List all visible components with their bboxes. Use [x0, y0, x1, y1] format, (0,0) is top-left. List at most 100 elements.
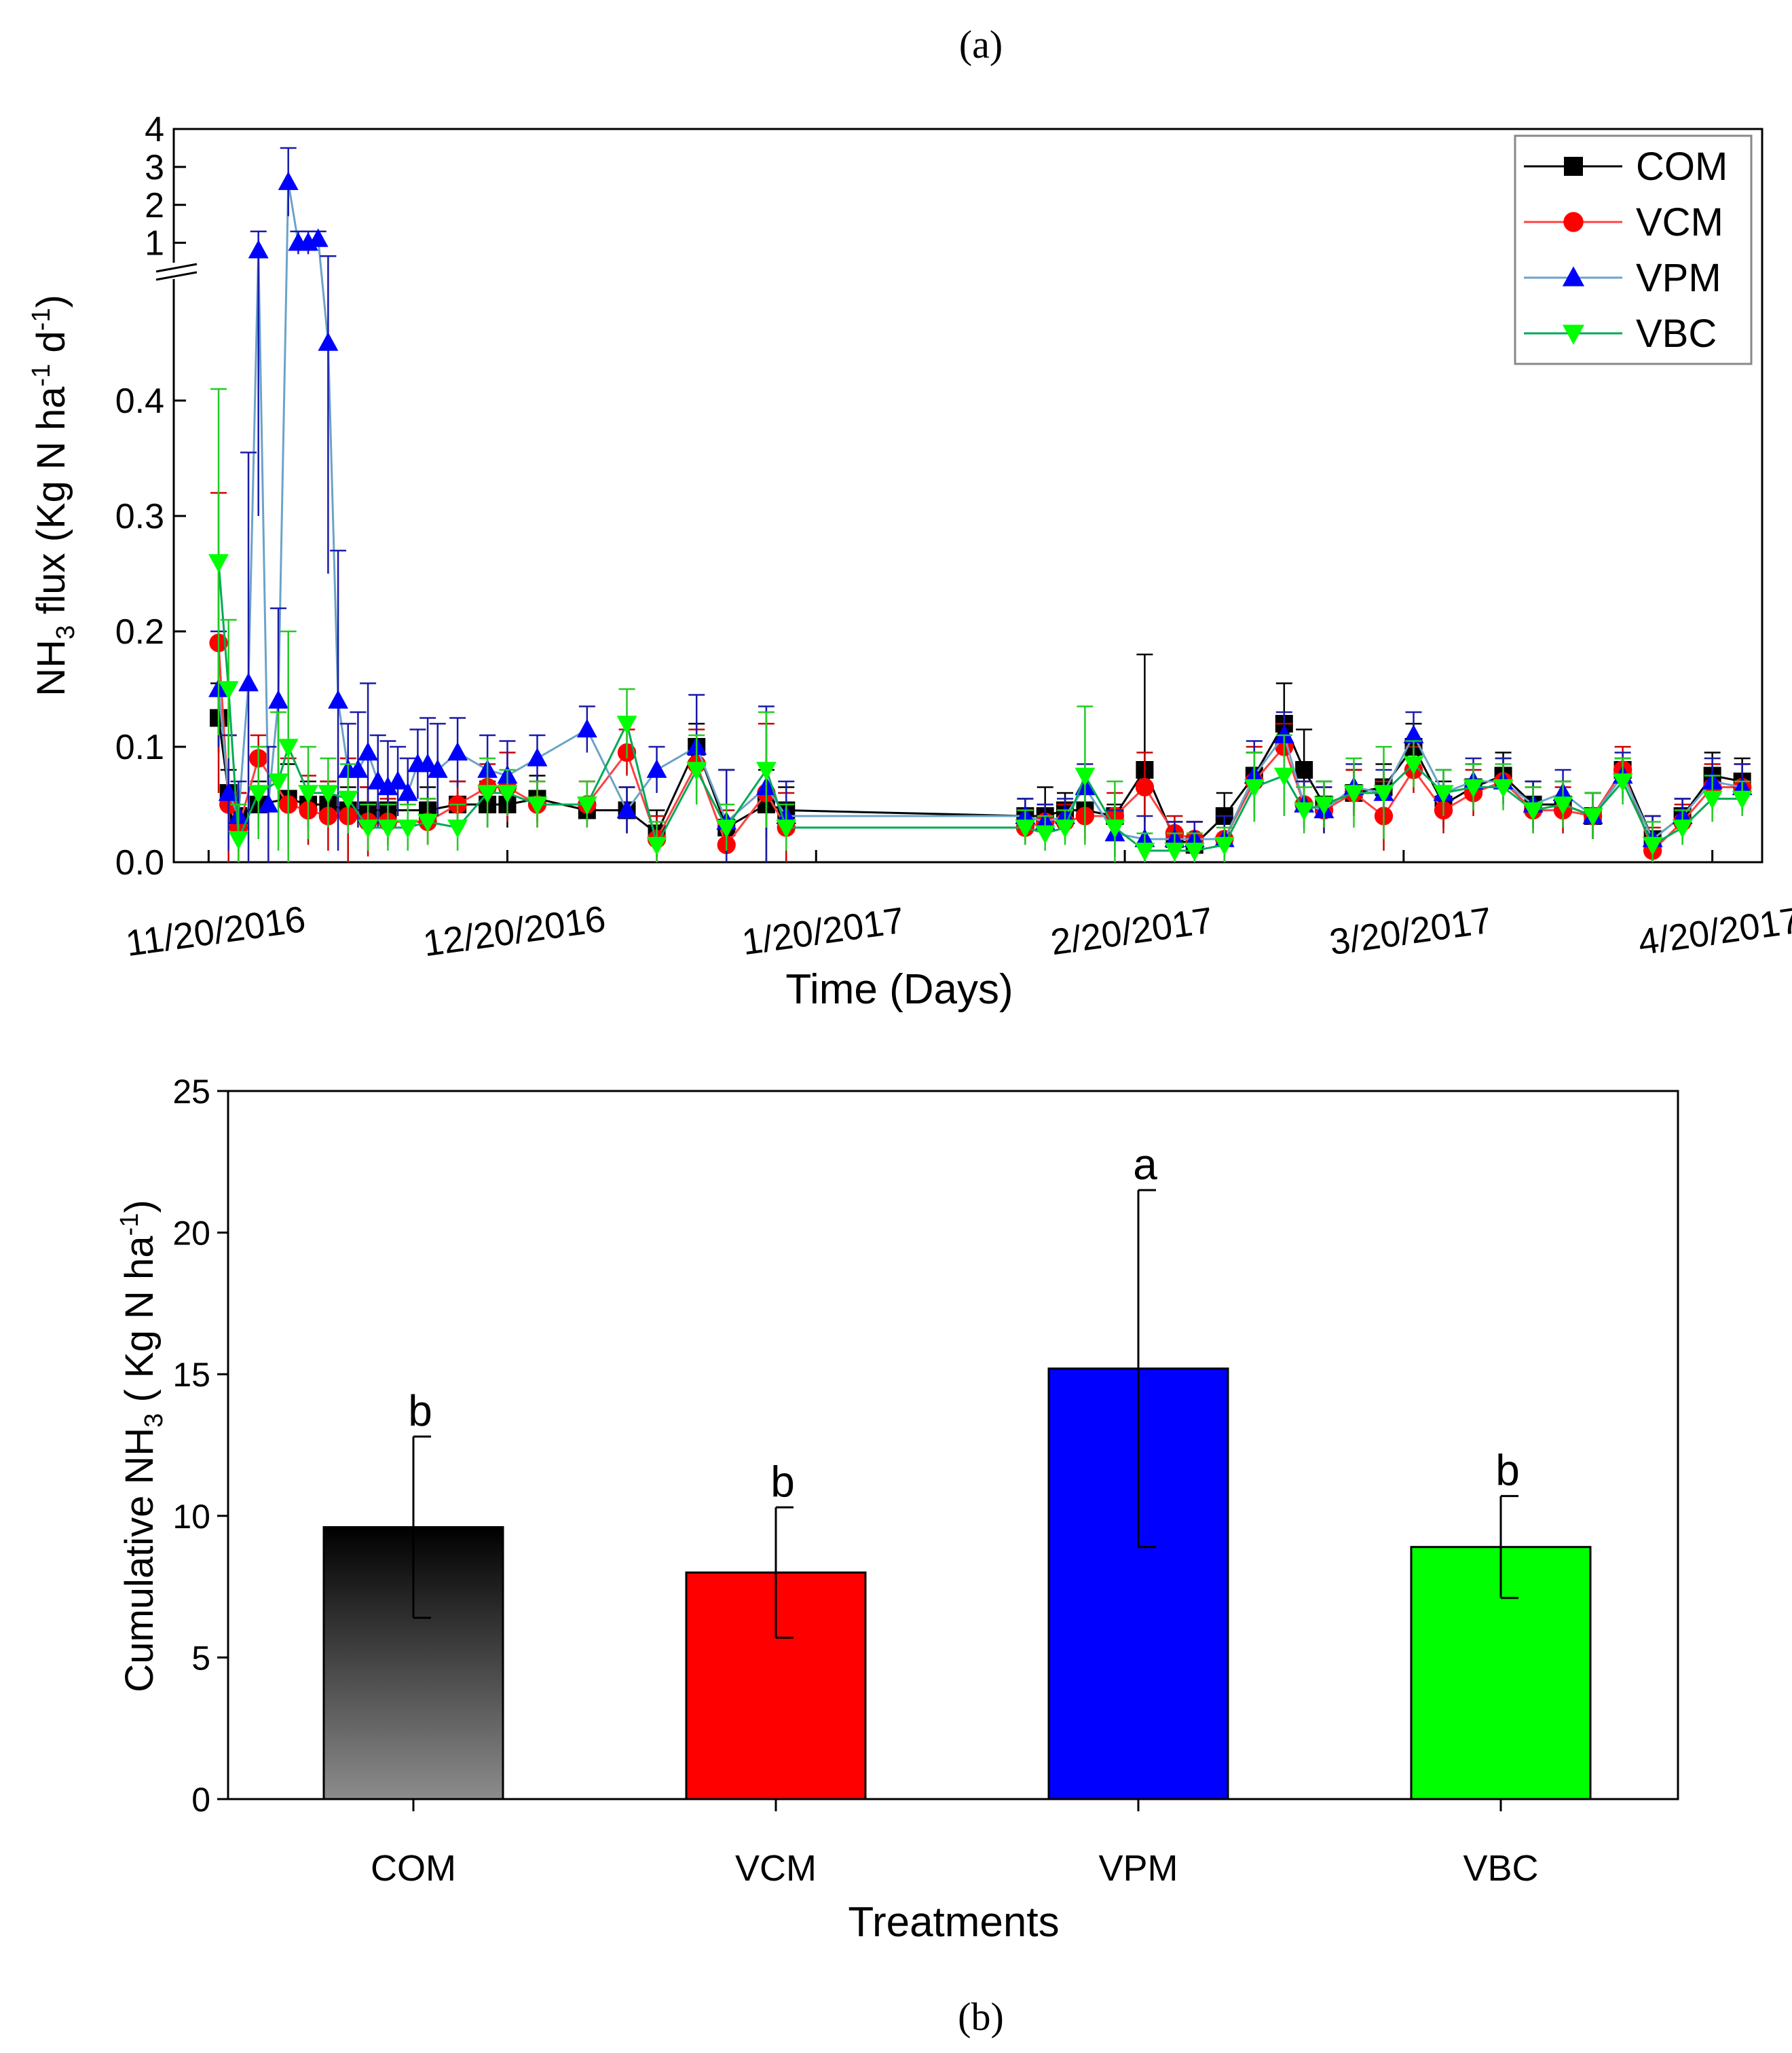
data-point-vbc: [1214, 836, 1235, 856]
x-axis-label-a: Time (Days): [785, 966, 1013, 1013]
y-axis-label-a: NH3 flux (Kg N ha-1 d-1): [27, 295, 80, 697]
data-point-vbc: [1463, 779, 1484, 798]
panel-label-a: (a): [959, 22, 1003, 67]
plot-frame-b: [227, 1090, 1679, 1800]
series-com: [210, 653, 1751, 862]
legend-marker-com: [1564, 157, 1583, 176]
y-tick-label-b: 15: [172, 1356, 210, 1394]
panel-label-b: (b): [958, 1995, 1004, 2039]
data-point-vbc: [358, 819, 379, 838]
data-point-vpm: [377, 776, 398, 796]
data-point-vbc: [447, 819, 468, 838]
data-point-vbc: [1313, 796, 1334, 815]
data-point-vbc: [1104, 819, 1125, 838]
data-point-vpm: [358, 741, 379, 761]
y-axis-break: [155, 263, 198, 281]
data-point-vpm: [417, 753, 438, 773]
x-tick-label-a: 4/20/2017: [1636, 900, 1792, 963]
y-axis-label-b: Cumulative NH3 ( Kg N ha-1): [115, 1200, 168, 1692]
category-label-vbc: VBC: [1463, 1848, 1538, 1889]
series-group-a: [208, 147, 1753, 862]
data-point-vbc: [1672, 819, 1693, 838]
x-tick-label-a: 11/20/2016: [124, 899, 308, 964]
data-point-vbc: [298, 785, 319, 804]
series-line-vpm: [217, 181, 1742, 841]
data-point-vpm: [218, 782, 239, 801]
data-point-vbc: [208, 554, 229, 573]
legend-marker-vbc: [1562, 325, 1585, 345]
data-point-vbc: [1164, 843, 1185, 862]
data-point-vbc: [616, 716, 637, 735]
data-point-vpm: [328, 690, 349, 709]
data-point-vpm: [367, 771, 388, 790]
significance-letter-vcm: b: [770, 1457, 795, 1506]
line-chart-nh3-flux: 11/20/2016 12/20/2016 1/20/2017 2/20/2017 3/…: [27, 110, 1792, 1013]
data-point-vbc: [716, 819, 737, 838]
data-point-vbc: [755, 762, 777, 781]
data-point-vbc: [477, 785, 498, 804]
significance-letter-com: b: [408, 1386, 432, 1435]
axes-b: 0 5 10 15 20 25 COM VCM VPM VBC: [172, 1073, 1538, 1889]
y-tick-label-b: 0: [191, 1781, 210, 1819]
data-point-vbc: [1702, 790, 1723, 810]
y-tick-label-a: 0.0: [115, 843, 164, 883]
data-point-vpm: [1273, 724, 1294, 743]
data-point-vpm: [248, 240, 269, 259]
y-tick-label-a: 4: [145, 110, 164, 149]
data-point-vbc: [1523, 802, 1544, 821]
category-label-vpm: VPM: [1098, 1848, 1178, 1889]
x-tick-label-a: 1/20/2017: [739, 900, 906, 963]
data-point-vbc: [1552, 796, 1573, 815]
legend-label-com: COM: [1636, 145, 1728, 189]
series-vbc: [208, 388, 1753, 862]
data-point-vbc: [337, 790, 358, 810]
data-point-vpm: [348, 759, 369, 778]
x-tick-label-a: 2/20/2017: [1048, 900, 1215, 963]
data-point-vbc: [1294, 802, 1315, 821]
data-point-vpm: [258, 794, 279, 813]
x-tick-label-a: 3/20/2017: [1327, 900, 1494, 963]
data-point-vbc: [318, 785, 339, 804]
data-point-vbc: [1343, 785, 1364, 804]
data-point-vbc: [417, 813, 438, 833]
y-tick-label-b: 20: [172, 1215, 210, 1253]
data-point-vbc: [397, 819, 418, 838]
y-tick-label-b: 10: [172, 1498, 210, 1536]
data-point-vpm: [307, 228, 329, 247]
data-point-vbc: [1373, 785, 1394, 804]
data-point-vpm: [388, 771, 409, 790]
data-point-vpm: [576, 718, 597, 738]
y-tick-label-a: 0.4: [115, 382, 164, 421]
category-label-com: COM: [371, 1848, 456, 1889]
y-tick-label-a: 2: [145, 186, 164, 225]
legend-label-vpm: VPM: [1636, 256, 1721, 300]
data-point-vbc: [1273, 767, 1294, 787]
data-point-vbc: [1433, 785, 1454, 804]
data-point-com: [1295, 761, 1313, 779]
data-point-vbc: [278, 739, 299, 758]
data-point-vbc: [1612, 773, 1633, 792]
data-point-vbc: [1034, 825, 1056, 845]
data-point-vbc: [646, 836, 667, 856]
data-point-vbc: [1055, 819, 1075, 838]
significance-letter-vbc: b: [1495, 1446, 1520, 1495]
data-point-vbc: [1244, 779, 1265, 798]
data-point-vbc: [1403, 756, 1424, 775]
data-point-vbc: [576, 796, 597, 815]
data-point-vpm: [238, 672, 259, 692]
data-point-vbc: [1493, 779, 1514, 798]
data-point-vbc: [1184, 843, 1205, 862]
x-axis-label-b: Treatments: [848, 1899, 1059, 1946]
data-point-vbc: [377, 819, 398, 838]
y-tick-label-a: 1: [145, 224, 164, 263]
data-point-vbc: [527, 796, 548, 815]
legend-label-vbc: VBC: [1636, 312, 1717, 356]
category-label-vcm: VCM: [735, 1848, 817, 1889]
y-tick-label-a: 3: [145, 148, 164, 187]
legend-marker-vpm: [1562, 266, 1585, 286]
series-line-vcm: [217, 642, 1742, 853]
data-point-vbc: [268, 773, 288, 792]
y-tick-label-a: 0.2: [115, 612, 164, 652]
data-point-vbc: [228, 831, 249, 850]
